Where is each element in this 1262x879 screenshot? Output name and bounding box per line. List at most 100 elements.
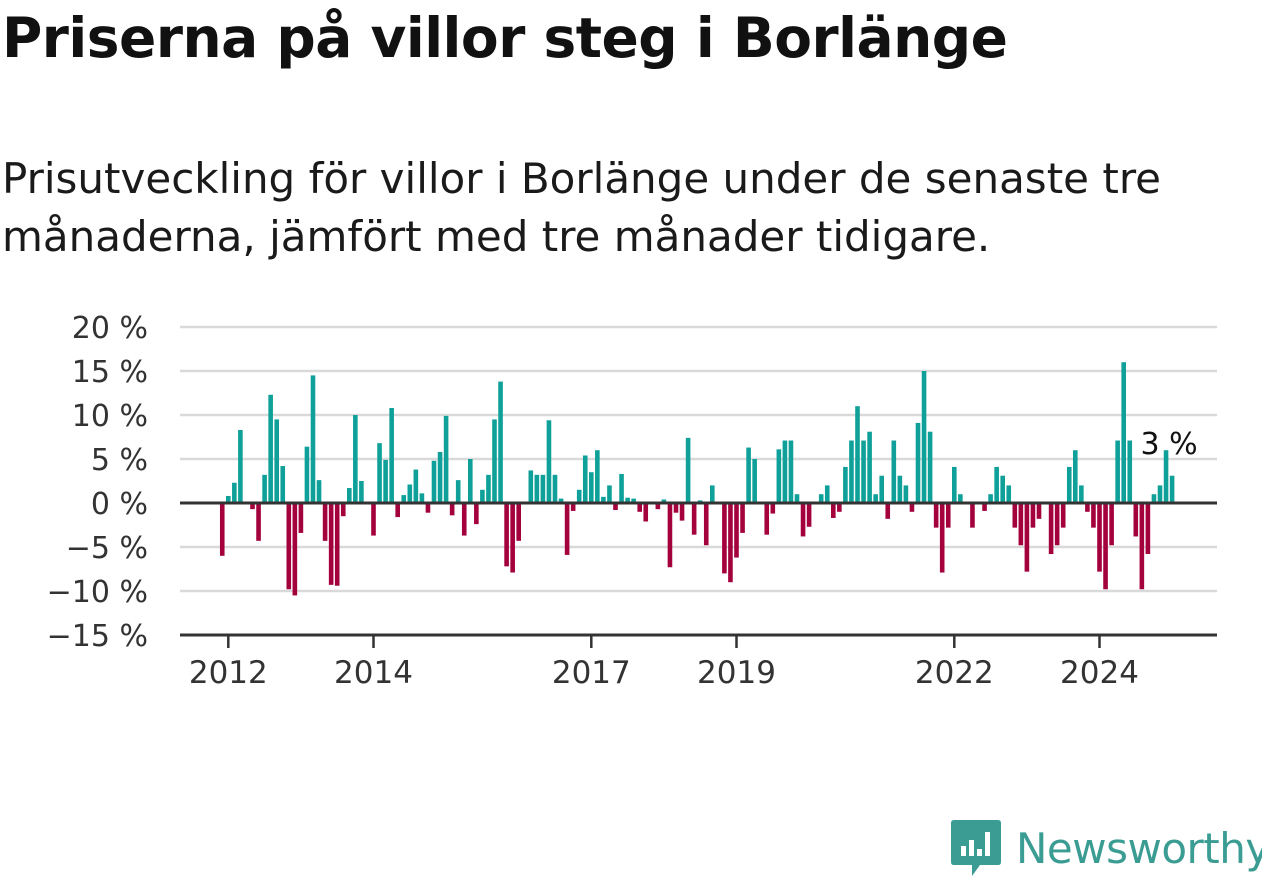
x-axis-tick-labels: 2012 2014 2017 2019 2022 2024 (189, 635, 1139, 691)
bar (1060, 503, 1066, 528)
bar (1066, 466, 1072, 503)
bar (334, 503, 340, 586)
bar (849, 440, 854, 503)
bar (570, 503, 576, 511)
bar (558, 498, 564, 503)
bar (413, 469, 419, 503)
bar (262, 474, 267, 503)
bar (703, 503, 709, 546)
bar (1006, 485, 1012, 503)
bar (824, 485, 830, 503)
bar (722, 503, 727, 574)
bar (1091, 503, 1096, 528)
bar (667, 503, 673, 568)
brand: Newsworthy (950, 818, 1262, 878)
bar (1121, 362, 1126, 503)
bar (1024, 503, 1030, 572)
bar (831, 503, 836, 518)
bar (945, 503, 951, 528)
bar (776, 449, 782, 503)
bar (710, 485, 715, 503)
bar (443, 415, 449, 503)
bar (891, 440, 897, 503)
bar (328, 503, 334, 585)
x-tick-label: 2022 (915, 655, 994, 691)
bar (601, 496, 606, 503)
bar (486, 474, 491, 503)
bar (885, 503, 891, 519)
chart-subtitle: Prisutveckling för villor i Borlänge und… (2, 154, 1161, 261)
bar (1079, 485, 1084, 503)
bar (915, 422, 921, 503)
bar (806, 503, 812, 527)
bar (1139, 503, 1145, 590)
bar (232, 482, 237, 503)
bar (867, 431, 872, 503)
bar (873, 494, 878, 503)
bar (988, 494, 993, 503)
bar (461, 503, 467, 536)
bar (927, 431, 933, 503)
brand-name: Newsworthy (1016, 823, 1262, 873)
bar (455, 480, 461, 503)
bar (897, 475, 903, 503)
bar (425, 503, 431, 513)
bar (419, 493, 425, 503)
last-value-annotation: 3 % (1141, 427, 1198, 462)
bar (528, 470, 534, 503)
bar (939, 503, 945, 573)
chart-title: Priserna på villor steg i Borlänge (2, 6, 1008, 70)
gridlines (180, 325, 1217, 593)
x-tick-label: 2012 (189, 655, 268, 691)
bar (340, 503, 346, 517)
bar (268, 394, 273, 503)
bar (958, 494, 963, 503)
bar (1163, 450, 1169, 503)
bar (661, 499, 667, 503)
bar (625, 497, 630, 503)
bar (564, 503, 570, 555)
bar (353, 415, 358, 503)
bar (1073, 450, 1078, 503)
bar (589, 472, 594, 503)
bar (903, 485, 909, 503)
bar (970, 503, 975, 528)
bar (534, 474, 540, 503)
bar (643, 503, 649, 522)
y-tick-label: 5 % (91, 443, 148, 478)
bar (540, 474, 546, 503)
bar (449, 503, 455, 516)
bar (1127, 440, 1133, 503)
bar (280, 466, 286, 503)
bar (1151, 494, 1157, 503)
bar (679, 503, 685, 521)
bar (855, 406, 860, 503)
bar (1000, 475, 1005, 503)
bar (516, 503, 521, 541)
bar (837, 503, 842, 512)
bar (510, 503, 515, 573)
bar (770, 503, 776, 514)
bar (1036, 503, 1042, 519)
bar (1048, 503, 1054, 555)
bar (1103, 503, 1108, 590)
bar (909, 503, 915, 512)
bars (219, 362, 1175, 596)
bar (794, 494, 800, 503)
x-tick-label: 2014 (334, 655, 413, 691)
bar (619, 473, 624, 503)
bar (389, 407, 394, 503)
y-tick-label: 20 % (72, 311, 148, 346)
bar (504, 503, 509, 567)
bar (546, 420, 552, 503)
bar (764, 503, 770, 535)
bar (401, 495, 407, 503)
bar (613, 503, 618, 511)
bar (298, 503, 304, 533)
bar (1085, 503, 1090, 512)
bar (431, 460, 437, 503)
bar (800, 503, 806, 537)
bar (582, 455, 588, 503)
bar (746, 447, 751, 503)
bar (304, 446, 310, 503)
